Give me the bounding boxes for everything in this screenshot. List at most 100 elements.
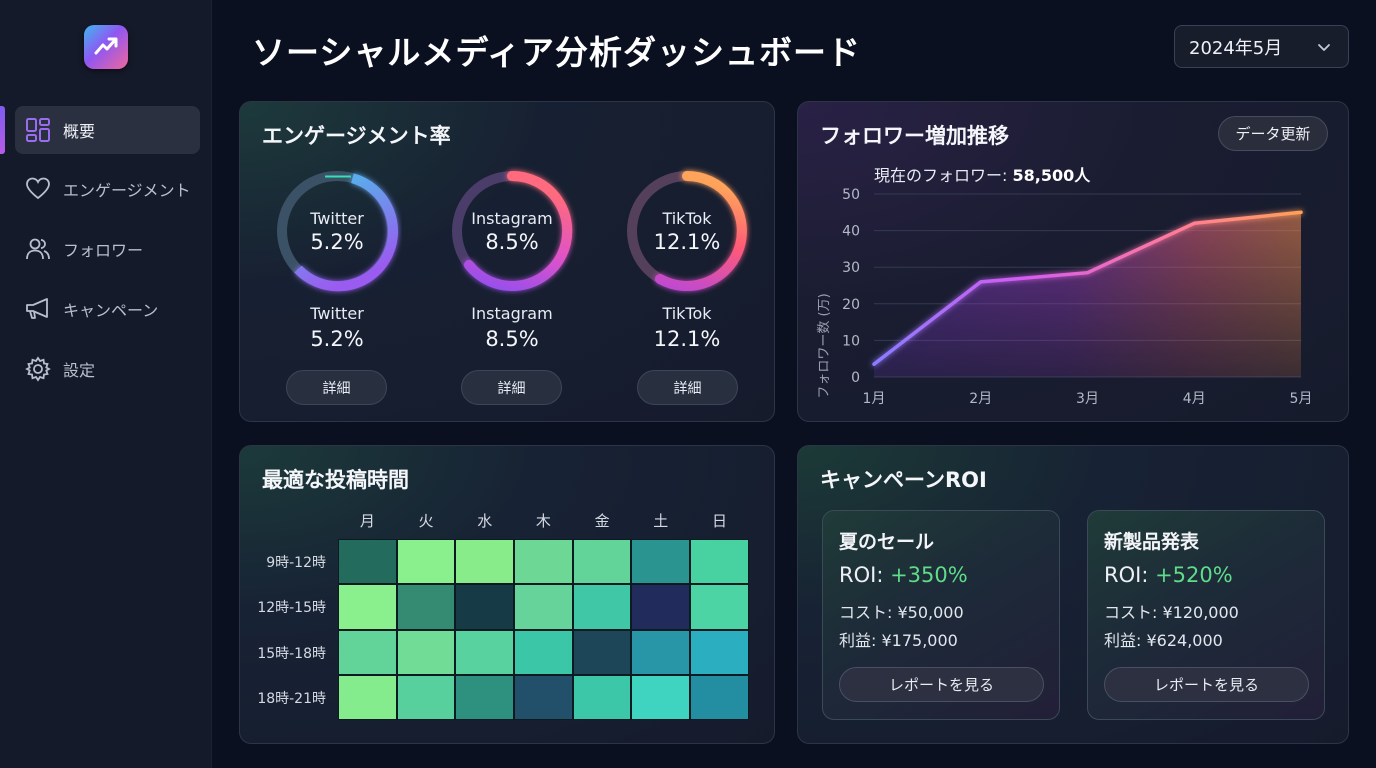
heatmap-cell[interactable]: [396, 584, 456, 630]
heatmap-cell[interactable]: [631, 674, 691, 721]
ring-platform-name: Instagram: [471, 208, 553, 228]
y-tick-label: 0: [851, 370, 860, 386]
chart-x-ticks: 1月 2月 3月 4月 5月: [863, 391, 1313, 407]
follower-line-chart: 0 10 20 30 40 50 フォロワー数 (万) 1月 2月 3月 4月 5月: [817, 187, 1313, 407]
tiktok-detail-button[interactable]: 詳細: [637, 370, 738, 405]
heart-icon: [25, 176, 51, 202]
stat-value: 12.1%: [653, 327, 721, 351]
x-tick-label: 5月: [1290, 391, 1313, 407]
sidebar-item-followers[interactable]: フォロワー: [15, 225, 200, 273]
heatmap-cell[interactable]: [572, 674, 632, 721]
sidebar-item-overview[interactable]: 概要: [15, 106, 200, 154]
current-followers-label: 現在のフォロワー:: [874, 166, 1008, 185]
heatmap-day-label: 土: [653, 512, 669, 530]
twitter-detail-button[interactable]: 詳細: [286, 370, 387, 405]
view-report-button[interactable]: レポートを見る: [1104, 667, 1309, 702]
heatmap-cell[interactable]: [690, 629, 749, 675]
users-icon: [25, 236, 51, 262]
ring-rate: 5.2%: [310, 229, 364, 254]
twitter-ring: Twitter 5.2%: [272, 166, 402, 296]
view-report-button[interactable]: レポートを見る: [839, 667, 1044, 702]
sidebar-item-engagement[interactable]: エンゲージメント: [15, 165, 200, 213]
dashboard-grid-icon: [25, 117, 51, 143]
sidebar-item-label: エンゲージメント: [63, 181, 191, 200]
heatmap-cell[interactable]: [690, 584, 749, 630]
heatmap-row: [338, 539, 749, 585]
heatmap-day-label: 木: [535, 512, 551, 530]
heatmap-grid: [338, 539, 749, 721]
app-logo[interactable]: [84, 25, 128, 69]
heatmap-cell[interactable]: [338, 584, 397, 630]
sidebar-item-campaigns[interactable]: キャンペーン: [15, 285, 200, 333]
heatmap-row: [338, 674, 749, 721]
heatmap-day-label: 水: [477, 512, 493, 530]
heatmap-cell[interactable]: [631, 629, 691, 675]
sidebar-item-label: キャンペーン: [63, 301, 159, 320]
heatmap-cell[interactable]: [396, 539, 456, 585]
roi-label: ROI:: [1104, 563, 1149, 587]
roi-value: +350%: [890, 563, 968, 587]
heatmap-cell[interactable]: [631, 539, 691, 585]
heatmap-cell[interactable]: [514, 584, 573, 630]
heatmap-row: [338, 584, 749, 630]
heatmap-time-label: 12時-15時: [257, 600, 326, 617]
campaign-cost: コスト: ¥120,000: [1104, 603, 1239, 622]
campaign-profit: 利益: ¥624,000: [1104, 631, 1223, 650]
sidebar-item-settings[interactable]: 設定: [15, 345, 200, 393]
engagement-card: エンゲージメント率 Twitter 5.2% Twitter 5.2% 詳細: [239, 101, 775, 422]
twitter-stat: Twitter 5.2%: [272, 304, 402, 351]
chart-y-axis-label: フォロワー数 (万): [817, 293, 832, 398]
heatmap-cell[interactable]: [514, 539, 573, 585]
heatmap-cell[interactable]: [455, 629, 515, 675]
roi-value: +520%: [1155, 563, 1233, 587]
heatmap-cell[interactable]: [631, 584, 691, 630]
heatmap-cell[interactable]: [572, 629, 632, 675]
heatmap-cell[interactable]: [338, 539, 397, 585]
y-tick-label: 40: [842, 224, 860, 240]
campaign-name: 新製品発表: [1104, 531, 1200, 553]
heatmap-cell[interactable]: [572, 539, 632, 585]
y-tick-label: 10: [842, 333, 860, 349]
heatmap-cell[interactable]: [455, 584, 515, 630]
sidebar-item-label: フォロワー: [63, 241, 144, 260]
chart-area: [874, 212, 1301, 377]
trending-up-icon: [94, 37, 118, 55]
heatmap-time-label: 9時-12時: [266, 555, 326, 571]
heatmap-cell[interactable]: [514, 629, 573, 675]
heatmap-cell[interactable]: [338, 674, 397, 721]
month-select-value: 2024年5月: [1189, 37, 1283, 59]
heatmap-cell[interactable]: [572, 584, 632, 630]
campaign-roi-card: キャンペーンROI 夏のセール ROI: +350% コスト: ¥50,000 …: [797, 445, 1349, 744]
campaign-card-summer-sale: 夏のセール ROI: +350% コスト: ¥50,000 利益: ¥175,0…: [822, 510, 1060, 720]
instagram-detail-button[interactable]: 詳細: [461, 370, 562, 405]
heatmap-cell[interactable]: [455, 674, 515, 721]
heatmap-cell[interactable]: [396, 629, 456, 675]
sidebar-item-label: 概要: [63, 122, 96, 141]
heatmap-cell[interactable]: [690, 674, 749, 721]
current-followers-value: 58,500人: [1012, 166, 1091, 185]
x-tick-label: 3月: [1076, 391, 1099, 407]
heatmap-cell[interactable]: [338, 629, 397, 675]
heatmap-day-label: 日: [711, 512, 727, 530]
instagram-ring: Instagram 8.5%: [447, 166, 577, 296]
heatmap-cell[interactable]: [396, 674, 456, 721]
campaign-roi: ROI: +520%: [1104, 563, 1233, 587]
heatmap-cell[interactable]: [690, 539, 749, 585]
roi-label: ROI:: [839, 563, 884, 587]
heatmap-cell[interactable]: [514, 674, 573, 721]
follower-growth-title: フォロワー増加推移: [820, 124, 1009, 148]
refresh-data-button[interactable]: データ更新: [1218, 116, 1328, 151]
ring-platform-name: TikTok: [662, 208, 712, 228]
stat-name: Instagram: [471, 304, 553, 323]
chart-line: [872, 210, 1303, 366]
heatmap-time-label: 15時-18時: [257, 645, 326, 662]
instagram-stat: Instagram 8.5%: [447, 304, 577, 351]
campaign-cost: コスト: ¥50,000: [839, 603, 964, 622]
heatmap-day-label: 火: [418, 512, 434, 530]
engagement-title: エンゲージメント率: [262, 124, 451, 148]
month-select[interactable]: 2024年5月: [1174, 25, 1349, 68]
campaign-card-new-product: 新製品発表 ROI: +520% コスト: ¥120,000 利益: ¥624,…: [1087, 510, 1325, 720]
heatmap-cell[interactable]: [455, 539, 515, 585]
tiktok-ring: TikTok 12.1%: [622, 166, 752, 296]
campaign-roi: ROI: +350%: [839, 563, 968, 587]
